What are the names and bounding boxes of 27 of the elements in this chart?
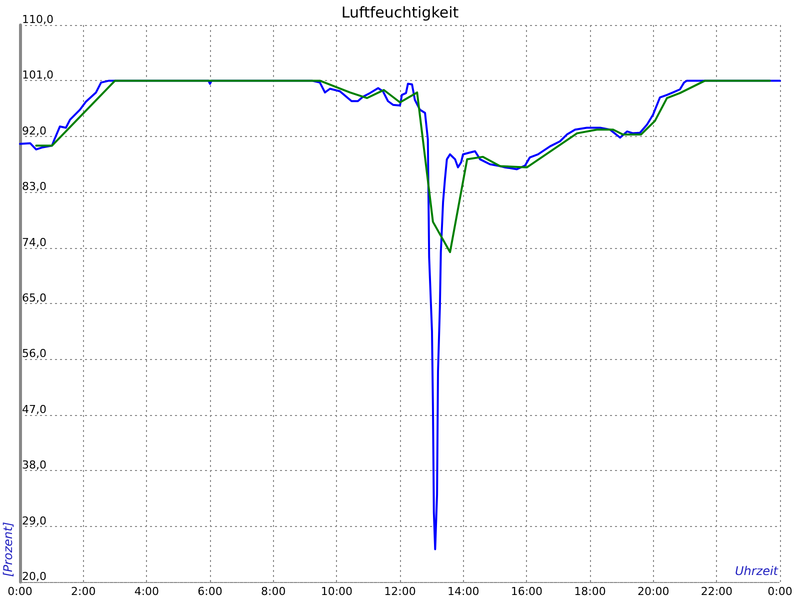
y-axis-title: [Prozent] [1, 522, 15, 577]
x-tick-label: 22:00 [700, 585, 733, 598]
x-tick-label: 0:00 [8, 585, 32, 598]
x-tick-label: 14:00 [447, 585, 480, 598]
x-tick-label: 2:00 [70, 585, 96, 598]
x-tick-label: 16:00 [510, 585, 543, 598]
x-tick-label: 10:00 [320, 585, 353, 598]
x-tick-label: 12:00 [384, 585, 416, 598]
y-tick-label: 20,0 [22, 570, 46, 583]
y-tick-label: 101,0 [22, 68, 54, 82]
y-tick-label: 110,0 [22, 13, 54, 26]
x-tick-label: 18:00 [574, 585, 606, 598]
x-tick-label: 4:00 [134, 585, 160, 598]
y-tick-label: 47,0 [22, 402, 46, 416]
y-tick-label: 65,0 [22, 292, 46, 304]
y-tick-label: 29,0 [22, 514, 46, 528]
x-axis-title: Uhrzeit [734, 564, 780, 578]
x-tick-label: 6:00 [198, 585, 222, 598]
x-tick-label: 0:00 [768, 585, 792, 598]
y-tick-label: 92,0 [22, 124, 46, 138]
x-tick-label: 20:00 [637, 585, 670, 598]
y-tick-label: 38,0 [22, 458, 46, 472]
x-tick-label: 8:00 [260, 585, 286, 598]
y-tick-label: 56,0 [22, 347, 46, 360]
chart-title: Luftfeuchtigkeit [341, 4, 459, 22]
y-tick-label: 74,0 [22, 236, 46, 249]
y-tick-label: 83,0 [22, 180, 46, 194]
